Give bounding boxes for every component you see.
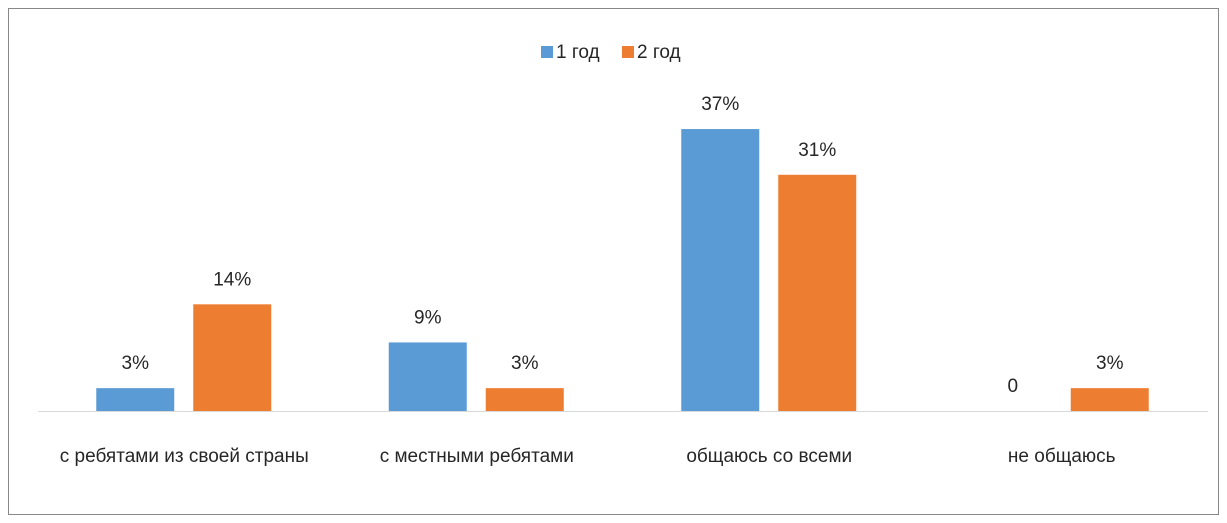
- bar: [681, 129, 760, 411]
- data-label: 14%: [213, 269, 251, 290]
- chart-border: [8, 8, 1219, 515]
- bar: [778, 174, 857, 411]
- bar: [193, 304, 272, 411]
- legend-swatch: [622, 46, 634, 58]
- legend-label: 2 год: [637, 42, 681, 63]
- x-tick-label: не общаюсь: [1007, 446, 1116, 467]
- bar: [485, 388, 564, 411]
- data-label: 3%: [511, 353, 539, 374]
- bar: [388, 342, 467, 411]
- data-label: 9%: [414, 307, 442, 328]
- data-label: 31%: [798, 140, 836, 161]
- legend-label: 1 год: [556, 42, 600, 63]
- x-tick-label: общаюсь со всеми: [686, 446, 853, 467]
- data-label: 3%: [1096, 353, 1124, 374]
- data-label: 37%: [701, 94, 739, 115]
- bar: [96, 388, 175, 411]
- x-tick-label: с ребятами из своей страны: [59, 446, 309, 467]
- data-label: 3%: [122, 353, 150, 374]
- bar: [1070, 388, 1149, 411]
- data-label: 0: [1007, 376, 1018, 397]
- legend-swatch: [541, 46, 553, 58]
- x-tick-label: с местными ребятами: [379, 446, 574, 467]
